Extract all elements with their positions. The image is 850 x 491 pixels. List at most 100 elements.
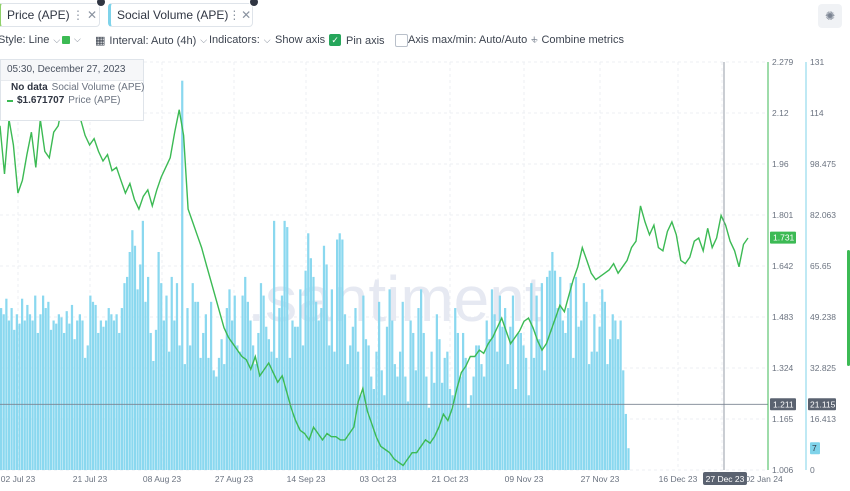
social-volume-bar <box>601 289 604 470</box>
scroll-handle[interactable] <box>847 250 850 366</box>
social-volume-bar <box>315 301 318 470</box>
social-volume-bar <box>215 376 218 470</box>
tab-social-volume[interactable]: Social Volume (APE) ⋮ ✕ <box>108 3 253 27</box>
style-selector[interactable]: Style: Line ⌵ <box>0 34 60 46</box>
social-crosshair-label-bg <box>808 398 836 411</box>
social-volume-bar <box>420 289 423 470</box>
social-volume-bar <box>115 314 118 470</box>
axis-maxmin-selector[interactable]: Axis max/min: Auto/Auto ⌵ <box>408 34 538 46</box>
chevron-down-icon: ⌵ <box>263 34 271 45</box>
social-volume-bar <box>619 320 622 470</box>
social-volume-bar <box>328 345 331 470</box>
social-volume-bar <box>540 283 543 470</box>
social-volume-bar <box>456 332 459 470</box>
x-tick-label: 14 Sep 23 <box>287 474 326 484</box>
social-volume-bar <box>128 251 131 470</box>
show-axis-toggle[interactable]: Show axis ✓ <box>275 34 342 46</box>
combine-metrics-button[interactable]: + Combine metrics <box>531 34 624 46</box>
social-volume-bar <box>501 326 504 470</box>
combine-metrics-label: Combine metrics <box>541 34 624 46</box>
social-volume-bar <box>525 357 528 470</box>
pin-axis-toggle[interactable]: Pin axis <box>346 34 408 47</box>
social-volume-bar <box>467 407 470 470</box>
social-volume-bar <box>383 395 386 470</box>
social-volume-bar <box>105 320 108 470</box>
social-volume-bar <box>385 326 389 470</box>
axes: 02 Jul 23 21 Jul 23 08 Aug 23 27 Aug 23 14 S… <box>1 57 836 485</box>
tab-price[interactable]: Price (APE) ⋮ ✕ <box>0 3 100 27</box>
social-volume-bar <box>170 276 173 470</box>
social-volume-bar <box>362 295 365 470</box>
social-volume-bar <box>160 283 163 470</box>
social-volume-bar <box>252 345 255 470</box>
social-crosshair-label: 21.115 <box>810 399 836 409</box>
tab-price-label: Price (APE) <box>7 8 70 22</box>
social-volume-bar <box>559 276 562 470</box>
social-volume-bar <box>496 351 499 470</box>
x-tick-label: 16 Dec 23 <box>659 474 698 484</box>
close-icon[interactable]: ✕ <box>241 8 252 22</box>
color-selector[interactable]: ⌵ <box>62 34 81 45</box>
social-volume-bar <box>68 323 71 470</box>
x-tick-label: 02 Jul 23 <box>1 474 36 484</box>
chevron-down-icon: ⌵ <box>53 34 61 45</box>
drag-handle-icon[interactable] <box>96 0 106 7</box>
chart-canvas[interactable]: .santiment 02 Jul 23 21 Jul 23 08 Aug 23 27… <box>0 56 850 491</box>
social-volume-bar <box>585 301 588 470</box>
social-volume-bar <box>614 320 617 470</box>
social-volume-bar <box>26 304 29 470</box>
social-volume-bar <box>462 332 465 470</box>
social-volume-bar <box>42 295 45 470</box>
social-volume-bar <box>504 308 507 470</box>
social-volume-bar <box>228 289 231 470</box>
social-volume-bar <box>34 295 37 470</box>
social-volume-bar <box>76 320 79 470</box>
social-volume-bar <box>191 283 194 470</box>
social-volume-bar <box>21 298 24 470</box>
social-volume-bar <box>236 345 239 470</box>
social-volume-bar <box>388 289 391 470</box>
social-volume-bar <box>422 332 425 470</box>
tab-social-volume-label: Social Volume (APE) <box>117 8 229 22</box>
color-swatch <box>62 35 70 44</box>
indicators-selector[interactable]: Indicators: ⌵ <box>209 34 271 46</box>
social-volume-bar <box>199 357 202 470</box>
social-axis-tick: 98.475 <box>810 159 836 169</box>
settings-button[interactable]: ✺ <box>818 4 842 28</box>
social-volume-bar <box>194 301 197 470</box>
pin-axis-label: Pin axis <box>346 34 385 47</box>
close-icon[interactable]: ✕ <box>86 8 98 22</box>
social-volume-bar <box>404 376 407 470</box>
social-volume-bar <box>186 308 189 470</box>
social-volume-bar <box>7 320 11 470</box>
gear-icon: ✺ <box>824 9 836 23</box>
social-volume-bar <box>262 295 265 470</box>
social-volume-bar <box>107 308 110 470</box>
x-tick-label: 27 Nov 23 <box>581 474 620 484</box>
interval-selector[interactable]: ▦ Interval: Auto (4h) ⌵ <box>95 34 207 48</box>
social-volume-bar <box>354 308 357 470</box>
social-volume-bar <box>325 264 328 470</box>
social-volume-bar <box>202 332 205 470</box>
social-axis-tick: 0 <box>810 465 815 475</box>
social-volume-bar <box>301 345 305 470</box>
social-volume-bar <box>36 332 39 470</box>
social-volume-bar <box>189 345 192 470</box>
social-volume-bar <box>351 326 354 470</box>
more-vertical-icon[interactable]: ⋮ <box>228 8 241 22</box>
social-volume-bar <box>97 332 100 470</box>
social-volume-bar <box>391 320 394 470</box>
social-volume-bar <box>102 326 105 470</box>
social-volume-bar <box>175 283 179 470</box>
checkbox-checked-icon[interactable]: ✓ <box>329 34 342 46</box>
social-volume-bar <box>443 357 446 470</box>
checkbox-icon[interactable] <box>394 34 408 47</box>
drag-handle-icon[interactable] <box>249 0 259 7</box>
x-tick-label: 08 Aug 23 <box>143 474 182 484</box>
social-volume-bar <box>548 270 551 470</box>
social-volume-bar <box>144 301 147 470</box>
more-vertical-icon[interactable]: ⋮ <box>72 8 84 22</box>
social-volume-bar <box>506 364 509 470</box>
social-volume-bar <box>157 251 160 470</box>
social-volume-bar <box>493 314 496 470</box>
